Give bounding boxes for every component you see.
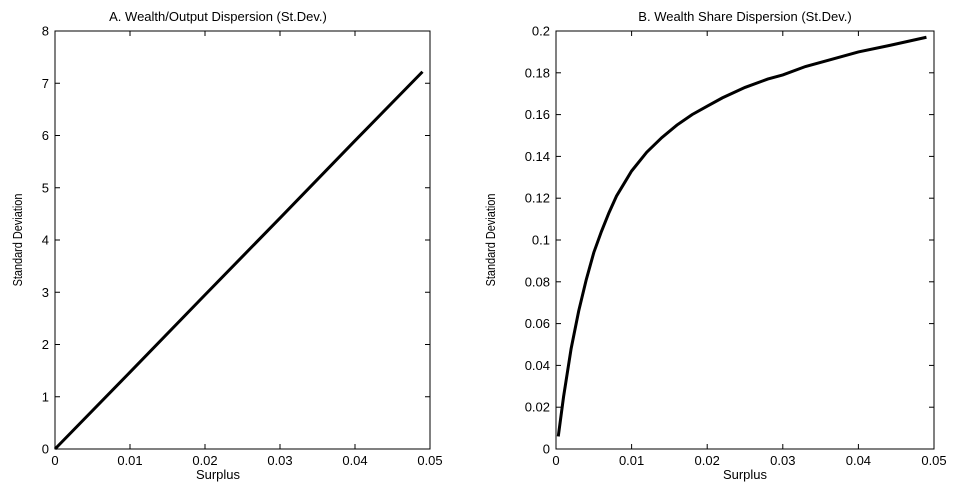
tick-group: [555, 30, 935, 450]
y-tick-label: 4: [42, 233, 49, 248]
y-axis-label: Standard Deviation: [483, 194, 498, 287]
x-tick-label: 0.04: [846, 453, 871, 468]
x-tick-label: 0.03: [770, 453, 795, 468]
x-axis-label: Surplus: [196, 467, 241, 482]
x-tick-label: 0.01: [619, 453, 644, 468]
y-tick-label: 0.06: [525, 316, 550, 331]
x-tick-label: 0.05: [921, 453, 946, 468]
plot-area-frame: [54, 30, 431, 450]
tick-group: [54, 30, 431, 450]
series-line: [556, 35, 927, 437]
x-tick-label: 0.05: [417, 453, 442, 468]
x-tick-label: 0.01: [117, 453, 142, 468]
tick-label-group: 0 0.01 0.02 0.03 0.04 0.05 0 1 2 3 4 5 6 7 8: [42, 24, 443, 469]
y-tick-label: 0.12: [525, 191, 550, 206]
y-tick-label: 1: [42, 389, 49, 404]
y-tick-label: 0.16: [525, 107, 550, 122]
y-tick-label: 0: [42, 442, 49, 457]
y-axis-label: Standard Deviation: [10, 194, 25, 287]
x-tick-label: 0.02: [695, 453, 720, 468]
x-tick-label: 0: [51, 453, 58, 468]
x-tick-label: 0.02: [192, 453, 217, 468]
y-tick-label: 7: [42, 76, 49, 91]
y-tick-label: 0.2: [532, 24, 550, 39]
y-tick-label: 0.1: [532, 233, 550, 248]
y-tick-label: 2: [42, 337, 49, 352]
y-tick-label: 5: [42, 180, 49, 195]
y-tick-label: 0.04: [525, 358, 550, 373]
y-tick-label: 3: [42, 285, 49, 300]
chart-title: B. Wealth Share Dispersion (St.Dev.): [638, 9, 851, 24]
y-tick-label: 0.18: [525, 65, 550, 80]
series-line: [53, 70, 424, 451]
y-tick-label: 8: [42, 24, 49, 39]
plot-area-frame: [555, 30, 935, 450]
y-tick-label: 0.14: [525, 149, 550, 164]
y-tick-label: 6: [42, 128, 49, 143]
x-tick-label: 0.03: [267, 453, 292, 468]
x-axis-label: Surplus: [723, 467, 768, 482]
x-tick-label: 0.04: [342, 453, 367, 468]
chart-title: A. Wealth/Output Dispersion (St.Dev.): [109, 9, 327, 24]
y-tick-label: 0: [543, 442, 550, 457]
tick-label-group: 0 0.01 0.02 0.03 0.04 0.05 0 0.02 0.04 0.06 0.08 0.…: [525, 24, 947, 469]
y-tick-label: 0.08: [525, 274, 550, 289]
y-tick-label: 0.02: [525, 400, 550, 415]
chart-panel-b: B. Wealth Share Dispersion (St.Dev.) 0 0.…: [483, 9, 947, 482]
x-tick-label: 0: [552, 453, 559, 468]
